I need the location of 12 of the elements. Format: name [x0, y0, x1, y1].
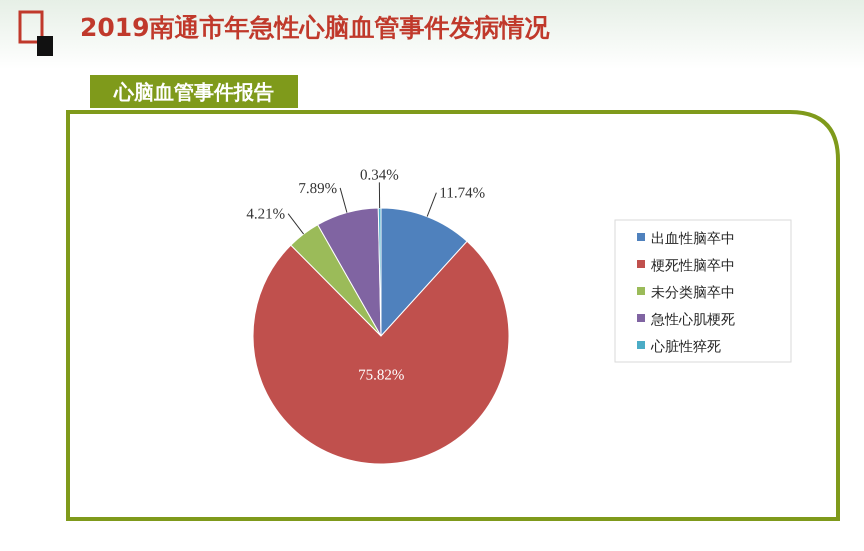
chart-title: 2019南通市年急性心脑血管事件发病情况	[80, 13, 551, 42]
data-label: 7.89%	[298, 180, 338, 197]
legend-label: 心脏性猝死	[650, 339, 721, 355]
data-label: 11.74%	[439, 186, 486, 202]
data-label: 0.34%	[360, 167, 399, 184]
legend-label: 梗死性脑卒中	[650, 258, 735, 274]
chart-subtitle: 心脑血管事件报告	[113, 81, 274, 104]
legend-label: 未分类脑卒中	[651, 285, 735, 301]
legend-label: 出血性脑卒中	[651, 231, 735, 247]
data-label: 4.21%	[246, 206, 286, 223]
data-label: 75.82%	[358, 367, 404, 384]
legend-label: 急性心肌梗死	[650, 312, 735, 328]
